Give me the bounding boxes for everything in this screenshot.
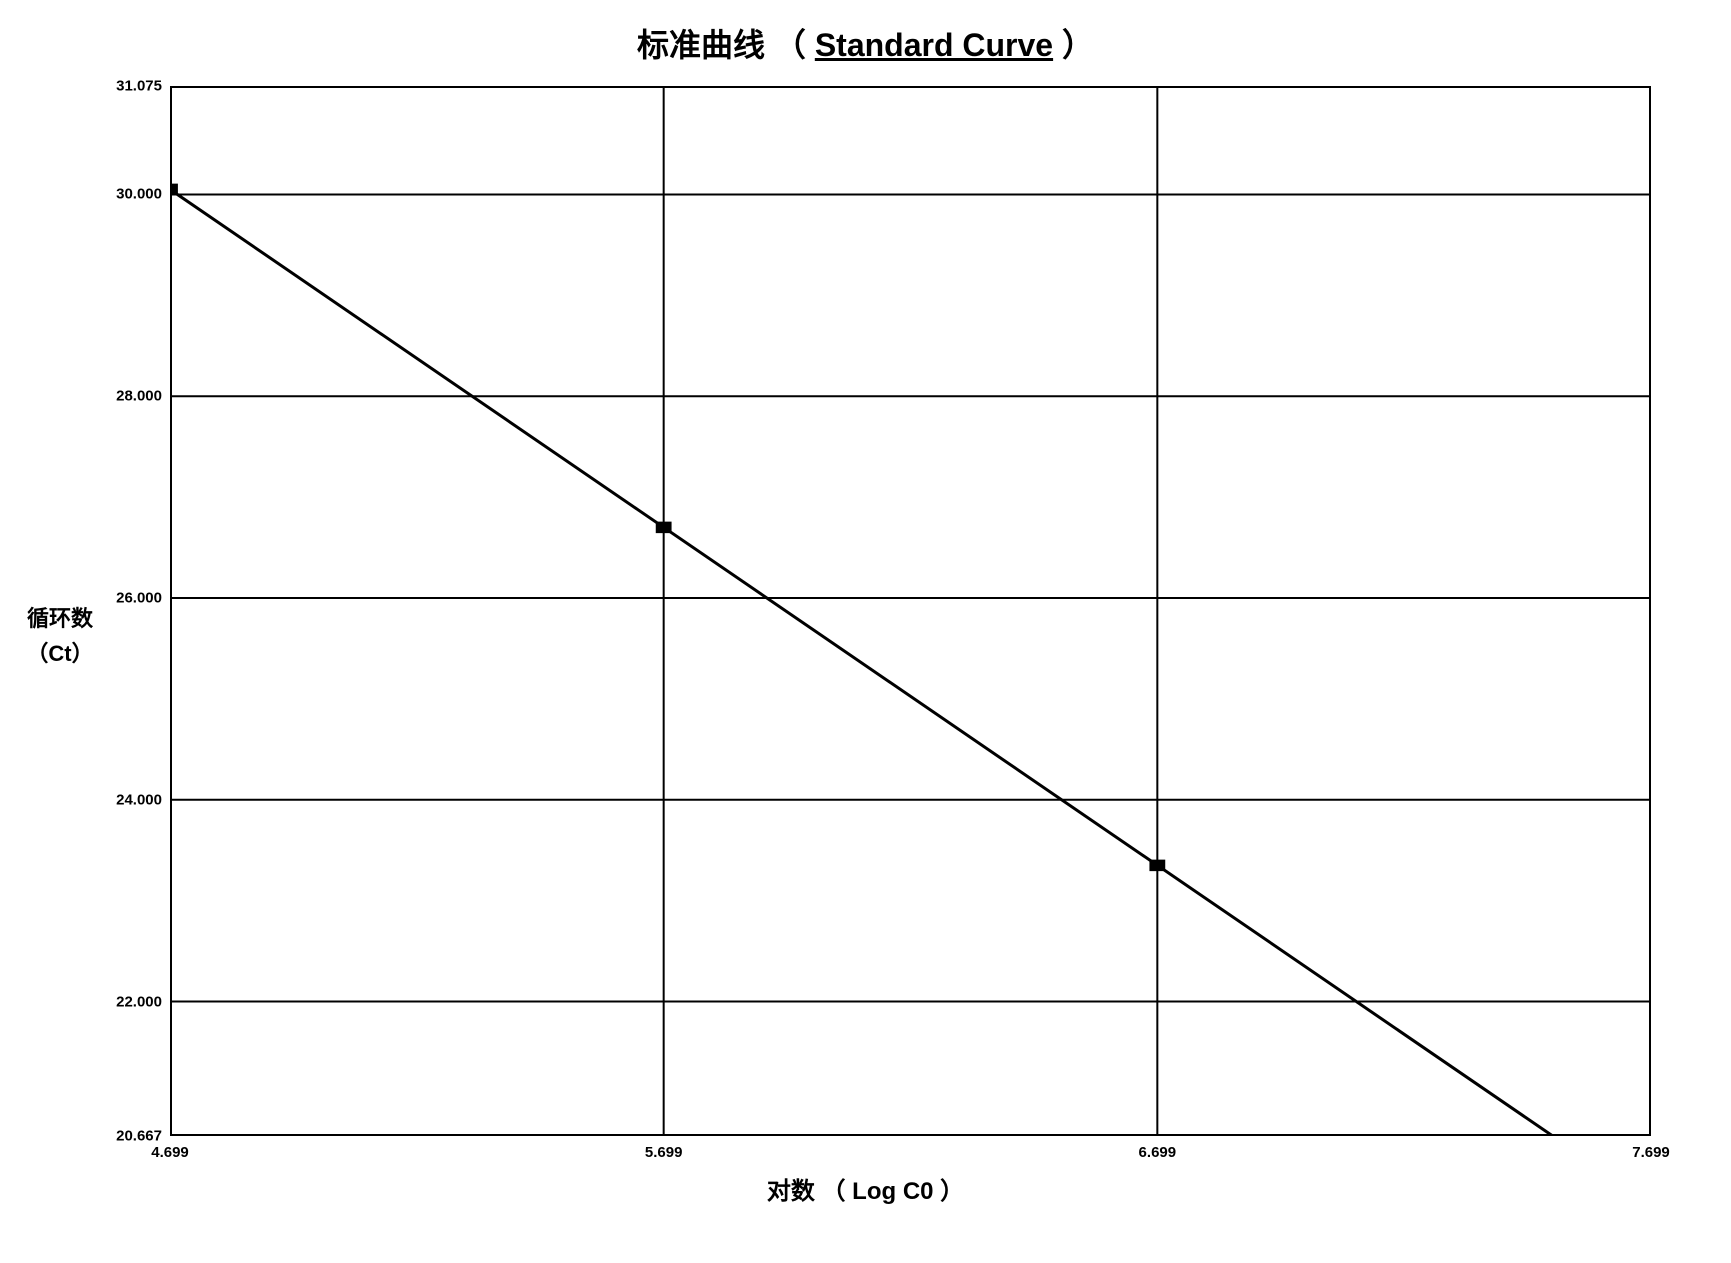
plot-svg: [170, 86, 1651, 1136]
x-tick-label: 6.699: [1139, 1136, 1177, 1161]
x-axis-label: 对数 （ Log C0 ）: [767, 1171, 964, 1206]
y-axis-label-cn: 循环数: [20, 601, 100, 636]
standard-curve-chart: 标准曲线 （ Standard Curve ） 循环数 （Ct） 20.6673…: [20, 20, 1711, 1243]
y-axis-label-en: （Ct）: [20, 636, 100, 671]
chart-title-cn: 标准曲线: [637, 27, 765, 63]
x-axis-label-en: （ Log C0 ）: [822, 1178, 965, 1205]
y-tick-label: 22.000: [116, 993, 170, 1010]
data-marker: [656, 522, 671, 533]
chart-title-en: Standard Curve: [815, 27, 1053, 63]
data-marker: [1150, 860, 1165, 871]
chart-title-paren-close: ）: [1053, 27, 1094, 63]
x-tick-label: 4.699: [151, 1136, 189, 1161]
y-axis-label: 循环数 （Ct）: [20, 601, 100, 671]
chart-title-paren-open: （: [774, 27, 815, 63]
plot-wrapper: 循环数 （Ct） 20.66731.07522.00024.00026.0002…: [20, 76, 1711, 1196]
x-tick-label: 7.699: [1632, 1136, 1670, 1161]
y-tick-label: 31.075: [116, 78, 170, 95]
x-axis-label-cn: 对数: [767, 1178, 815, 1205]
y-tick-label: 28.000: [116, 388, 170, 405]
data-marker: [170, 184, 177, 195]
y-tick-label: 24.000: [116, 791, 170, 808]
x-tick-label: 5.699: [645, 1136, 683, 1161]
y-tick-label: 26.000: [116, 589, 170, 606]
plot-area: 20.66731.07522.00024.00026.00028.00030.0…: [170, 86, 1651, 1136]
chart-title: 标准曲线 （ Standard Curve ）: [20, 20, 1711, 66]
y-tick-label: 30.000: [116, 186, 170, 203]
